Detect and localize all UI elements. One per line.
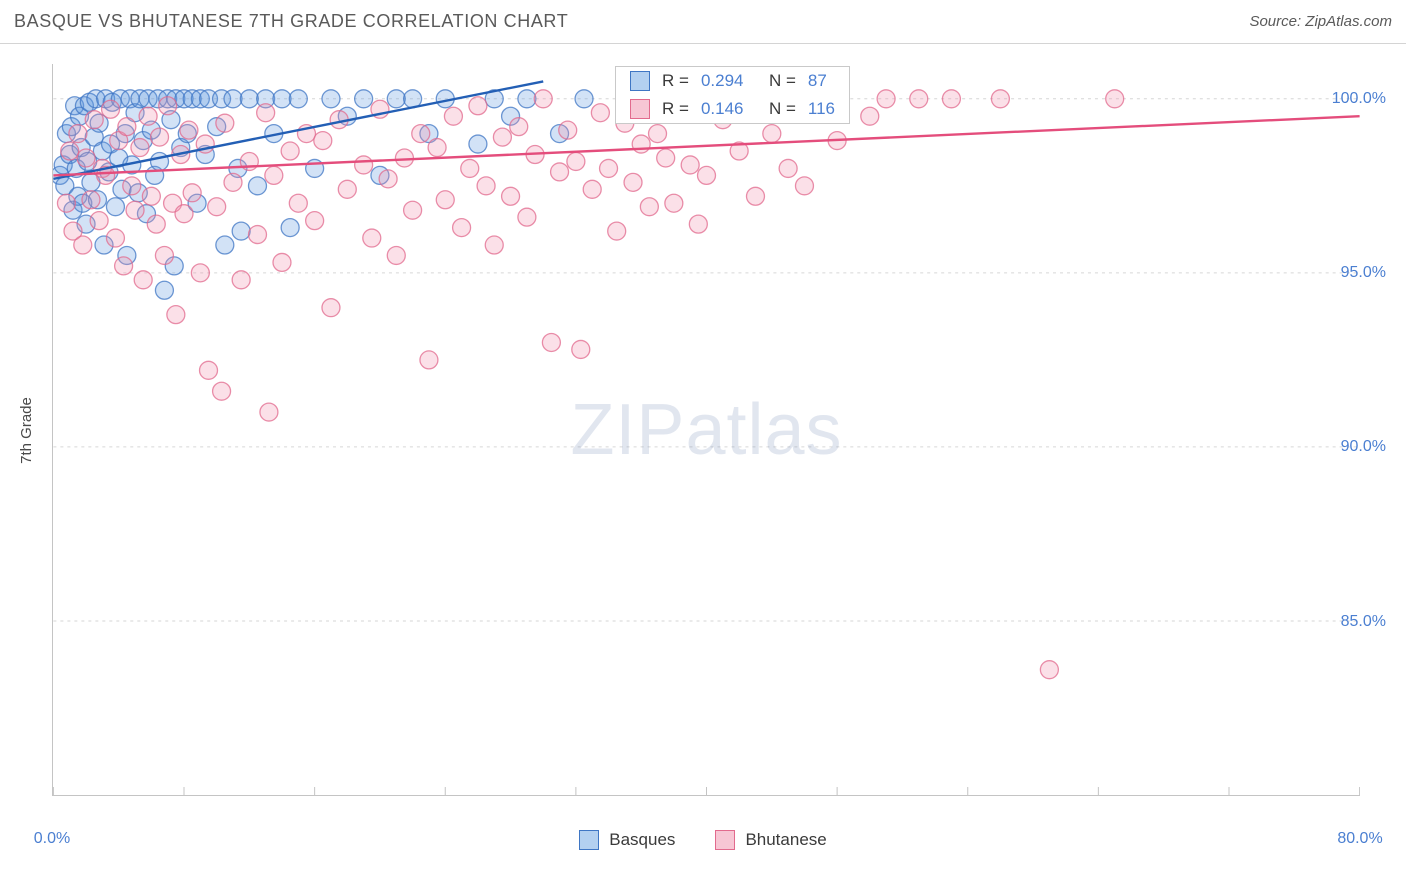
y-axis-label: 7th Grade bbox=[18, 397, 35, 464]
stats-legend-box: R =0.294N =87R =0.146N =116 bbox=[615, 66, 850, 124]
plot-area: ZIPatlas bbox=[52, 64, 1360, 796]
x-tick-label: 80.0% bbox=[1337, 830, 1382, 848]
stats-row: R =0.294N =87 bbox=[616, 67, 849, 95]
stats-row: R =0.146N =116 bbox=[616, 95, 849, 123]
y-tick-label: 95.0% bbox=[1341, 264, 1386, 282]
legend-item: Bhutanese bbox=[715, 830, 826, 850]
legend-item: Basques bbox=[579, 830, 675, 850]
legend-swatch bbox=[715, 830, 735, 850]
legend-swatch bbox=[579, 830, 599, 850]
source-label: Source: ZipAtlas.com bbox=[1249, 13, 1392, 30]
y-tick-label: 90.0% bbox=[1341, 438, 1386, 456]
scatter-svg bbox=[53, 64, 1360, 795]
legend-label: Bhutanese bbox=[745, 830, 826, 850]
y-tick-label: 85.0% bbox=[1341, 613, 1386, 631]
chart-title: BASQUE VS BHUTANESE 7TH GRADE CORRELATIO… bbox=[14, 11, 568, 32]
legend-bottom: Basques Bhutanese bbox=[0, 830, 1406, 850]
legend-label: Basques bbox=[609, 830, 675, 850]
x-tick-label: 0.0% bbox=[34, 830, 70, 848]
y-axis-label-container: 7th Grade bbox=[16, 64, 36, 796]
y-tick-label: 100.0% bbox=[1332, 90, 1386, 108]
stats-swatch bbox=[630, 71, 650, 91]
title-bar: BASQUE VS BHUTANESE 7TH GRADE CORRELATIO… bbox=[0, 0, 1406, 44]
stats-swatch bbox=[630, 99, 650, 119]
